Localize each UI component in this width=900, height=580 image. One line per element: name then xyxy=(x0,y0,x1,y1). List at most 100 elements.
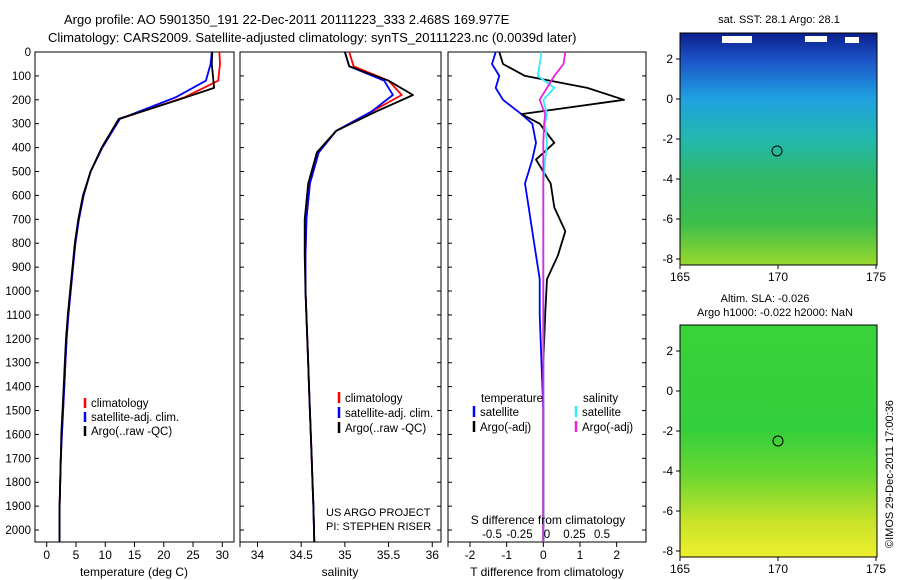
figure-title-line2: Climatology: CARS2009. Satellite-adjuste… xyxy=(48,30,576,45)
series-line-argo-raw-qc xyxy=(303,51,414,543)
legend-header-temperature: temperature xyxy=(481,393,543,405)
series-line-climatology xyxy=(304,51,403,543)
map-lat-tick-label: 0 xyxy=(666,92,673,106)
temperature-x-tick-label: 10 xyxy=(99,548,113,562)
temperature-x-ticks: 0 5 10 15 20 25 30 xyxy=(43,542,229,562)
map-lon-tick-label: 170 xyxy=(768,270,788,284)
salinity-x-tick-label: 36 xyxy=(426,548,440,562)
temperature-x-tick-label: 25 xyxy=(186,548,200,562)
legend-label-t-argo: Argo(-adj) xyxy=(480,422,531,434)
temperature-series xyxy=(58,51,221,542)
temperature-legend: climatology satellite-adj. clim. Argo(..… xyxy=(83,398,179,438)
temperature-x-tick-label: 20 xyxy=(157,548,171,562)
depth-tick-label: 400 xyxy=(12,143,31,155)
sla-map: Altim. SLA: -0.026 Argo h1000: -0.022 h2… xyxy=(662,293,886,576)
depth-tick-label: 800 xyxy=(12,238,31,250)
pi-label: PI: STEPHEN RISER xyxy=(326,521,431,533)
depth-tick-label: 1500 xyxy=(5,406,31,418)
legend-label-s-argo: Argo(-adj) xyxy=(582,422,633,434)
sst-map: sat. SST: 28.1 Argo: 28.1 xyxy=(662,14,886,284)
salinity-x-tick-label: 35 xyxy=(338,548,352,562)
t-difference-ticks: -2 -1 0 1 2 xyxy=(465,542,620,562)
t-difference-tick-label: -1 xyxy=(501,548,512,562)
s-difference-tick-label: -0.5 xyxy=(482,529,502,541)
sst-map-title: sat. SST: 28.1 Argo: 28.1 xyxy=(718,14,840,26)
s-difference-tick-label: 0 xyxy=(544,529,550,541)
depth-tick-label: 700 xyxy=(12,214,31,226)
salinity-x-tick-label: 34 xyxy=(251,548,265,562)
salinity-xlabel: salinity xyxy=(322,565,359,579)
temperature-panel: 0100200300400500600700800900100011001200… xyxy=(5,47,646,579)
salinity-x-ticks: 34 34.5 35 35.5 36 xyxy=(251,542,439,562)
t-difference-xlabel: T difference from climatology xyxy=(470,565,624,579)
map-lat-tick-label: -8 xyxy=(662,252,673,266)
depth-tick-label: 200 xyxy=(12,95,31,107)
map-lat-tick-label: 0 xyxy=(666,384,673,398)
t-difference-tick-label: -2 xyxy=(465,548,476,562)
map-lat-tick-label: -4 xyxy=(662,172,673,186)
map-lon-tick-label: 170 xyxy=(768,562,788,576)
depth-tick-label: 900 xyxy=(12,262,31,274)
salinity-axes-frame xyxy=(239,51,442,543)
legend-header-salinity: salinity xyxy=(583,393,618,405)
depth-tick-labels: 0 100 200 300 400 500 600 700 800 900 1000 1100 1200… xyxy=(5,47,646,547)
difference-panel: -2 -1 0 1 2 -0.5 -0.25 0 0.25 0.5 T difference f… xyxy=(447,51,647,579)
sst-field xyxy=(680,33,877,265)
sla-field xyxy=(680,325,877,557)
series-line-argo-raw-qc xyxy=(58,51,216,542)
legend-label-satellite: satellite-adj. clim. xyxy=(91,412,179,424)
depth-tick-label: 1300 xyxy=(5,358,31,370)
map-lat-tick-label: -4 xyxy=(662,464,673,478)
depth-tick-label: 300 xyxy=(12,119,31,131)
map-lon-tick-label: 165 xyxy=(670,562,690,576)
salinity-series xyxy=(303,51,414,543)
map-lon-tick-label: 175 xyxy=(866,562,886,576)
map-lon-tick-label: 175 xyxy=(866,270,886,284)
s-difference-tick-label: 0.5 xyxy=(594,529,610,541)
t-difference-tick-label: 1 xyxy=(577,548,584,562)
salinity-x-tick-label: 34.5 xyxy=(289,548,313,562)
sst-missing-data xyxy=(845,37,859,43)
temperature-xlabel: temperature (deg C) xyxy=(80,565,188,579)
map-lat-tick-label: 2 xyxy=(666,344,673,358)
legend-label-satellite: satellite-adj. clim. xyxy=(345,408,433,420)
argo-float-marker xyxy=(771,145,783,157)
depth-tick-label: 2000 xyxy=(5,525,31,537)
temperature-axes-frame xyxy=(34,51,235,543)
map-lat-tick-label: -6 xyxy=(662,212,673,226)
map-lat-tick-label: 2 xyxy=(666,52,673,66)
series-line-satellite-adj-clim xyxy=(58,51,213,542)
series-line-temperature-argo-adj xyxy=(498,51,625,542)
legend-label-climatology: climatology xyxy=(345,393,403,405)
depth-tick-label: 1700 xyxy=(5,453,31,465)
salinity-panel: 34 34.5 35 35.5 36 salinity climatology sate… xyxy=(239,51,442,579)
legend-label-t-satellite: satellite xyxy=(480,407,519,419)
depth-tick-label: 1900 xyxy=(5,501,31,513)
depth-tick-label: 500 xyxy=(12,167,31,179)
t-difference-tick-label: 2 xyxy=(613,548,620,562)
series-line-temperature-satellite xyxy=(491,51,545,542)
depth-tick-label: 100 xyxy=(12,71,31,83)
series-line-climatology xyxy=(58,51,221,542)
sst-map-ticks: 165 170 175 2 0 -2 -4 -6 -8 xyxy=(662,52,886,284)
salinity-legend: climatology satellite-adj. clim. Argo(..… xyxy=(337,392,433,435)
depth-tick-label: 1200 xyxy=(5,334,31,346)
legend-label-climatology: climatology xyxy=(91,398,149,410)
difference-axes-frame xyxy=(447,51,647,543)
legend-label-argo: Argo(..raw -QC) xyxy=(345,423,426,435)
salinity-x-tick-label: 35.5 xyxy=(377,548,401,562)
t-difference-tick-label: 0 xyxy=(540,548,547,562)
difference-series xyxy=(491,51,625,542)
s-difference-tick-label: -0.25 xyxy=(506,529,532,541)
map-lat-tick-label: -2 xyxy=(662,424,673,438)
imos-credit: ©IMOS 29-Dec-2011 17:00:36 xyxy=(884,400,896,548)
map-lat-tick-label: -8 xyxy=(662,544,673,558)
sst-missing-data xyxy=(722,36,752,43)
difference-legend: temperature salinity satellite Argo(-adj… xyxy=(472,393,633,434)
legend-label-s-satellite: satellite xyxy=(582,407,621,419)
depth-tick-label: 1000 xyxy=(5,286,31,298)
map-lat-tick-label: -6 xyxy=(662,504,673,518)
temperature-x-tick-label: 0 xyxy=(43,548,50,562)
sst-missing-data xyxy=(805,36,827,42)
